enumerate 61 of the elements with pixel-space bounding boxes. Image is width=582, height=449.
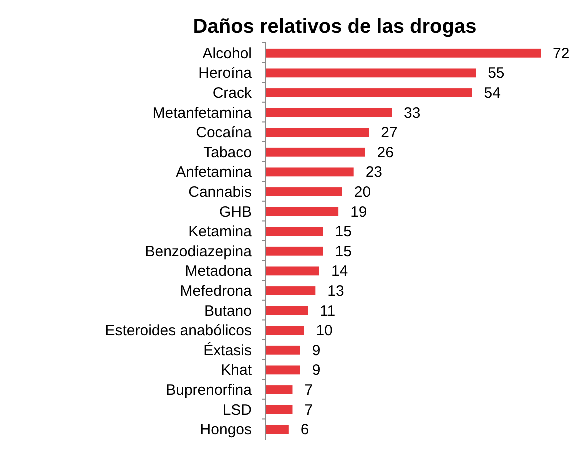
bar [266,326,304,336]
bar [266,68,476,78]
bar [266,207,339,216]
y-tick-label: Cannabis [188,184,252,201]
data-label: 27 [381,124,398,142]
data-label: 26 [377,144,394,162]
bar [266,425,289,434]
data-label: 14 [331,263,348,280]
y-tick-label: Hongos [200,422,252,439]
y-tick-label: Anfetamina [176,164,253,182]
data-label: 15 [335,224,352,241]
bar [266,227,324,236]
y-tick-label: Esteroides anabólicos [105,322,252,340]
y-tick-label: Butano [204,302,252,320]
y-tick-label: Crack [212,84,252,102]
bar [266,386,293,394]
bar [266,366,300,375]
bar [266,286,316,296]
data-label: 7 [304,402,314,419]
y-tick-label: Ketamina [188,224,253,241]
y-tick-label: Heroína [198,65,253,82]
bar [266,405,293,414]
y-tick-label: Metadona [185,263,253,280]
bar [266,346,300,355]
y-tick-label: Buprenorfina [166,382,253,400]
y-tick-label: Éxtasis [204,341,252,360]
y-tick-label: Mefedrona [180,283,253,300]
bar [266,246,324,256]
bar [266,108,392,118]
y-tick-label: LSD [222,402,252,419]
bar [266,188,342,196]
y-tick-label: Tabaco [204,144,252,162]
y-tick-label: Benzodiazepina [145,243,253,260]
data-label: 9 [312,362,321,380]
data-label: 10 [316,322,333,340]
data-label: 6 [300,422,310,439]
chart-title: Daños relativos de las drogas [193,16,477,38]
bar [266,266,320,276]
data-label: 7 [304,382,314,400]
data-label: 72 [553,45,570,62]
bar [266,48,541,58]
bar [266,148,366,157]
bar [266,306,308,316]
bar [266,88,472,98]
data-label: 13 [328,283,344,300]
data-label: 23 [366,164,383,182]
y-tick-label: GHB [219,204,252,221]
bar [266,168,354,177]
y-tick-label: Khat [221,362,253,380]
data-label: 19 [350,204,368,221]
data-label: 9 [312,342,321,360]
y-tick-label: Metanfetamina [152,104,253,122]
data-label: 55 [488,65,505,82]
y-tick-label: Cocaína [196,124,253,142]
data-label: 54 [484,84,501,102]
data-label: 11 [320,302,336,320]
bar [266,128,370,138]
y-tick-label: Alcohol [202,45,252,62]
data-label: 15 [335,243,352,260]
data-label: 20 [354,184,372,201]
data-label: 33 [404,104,421,122]
